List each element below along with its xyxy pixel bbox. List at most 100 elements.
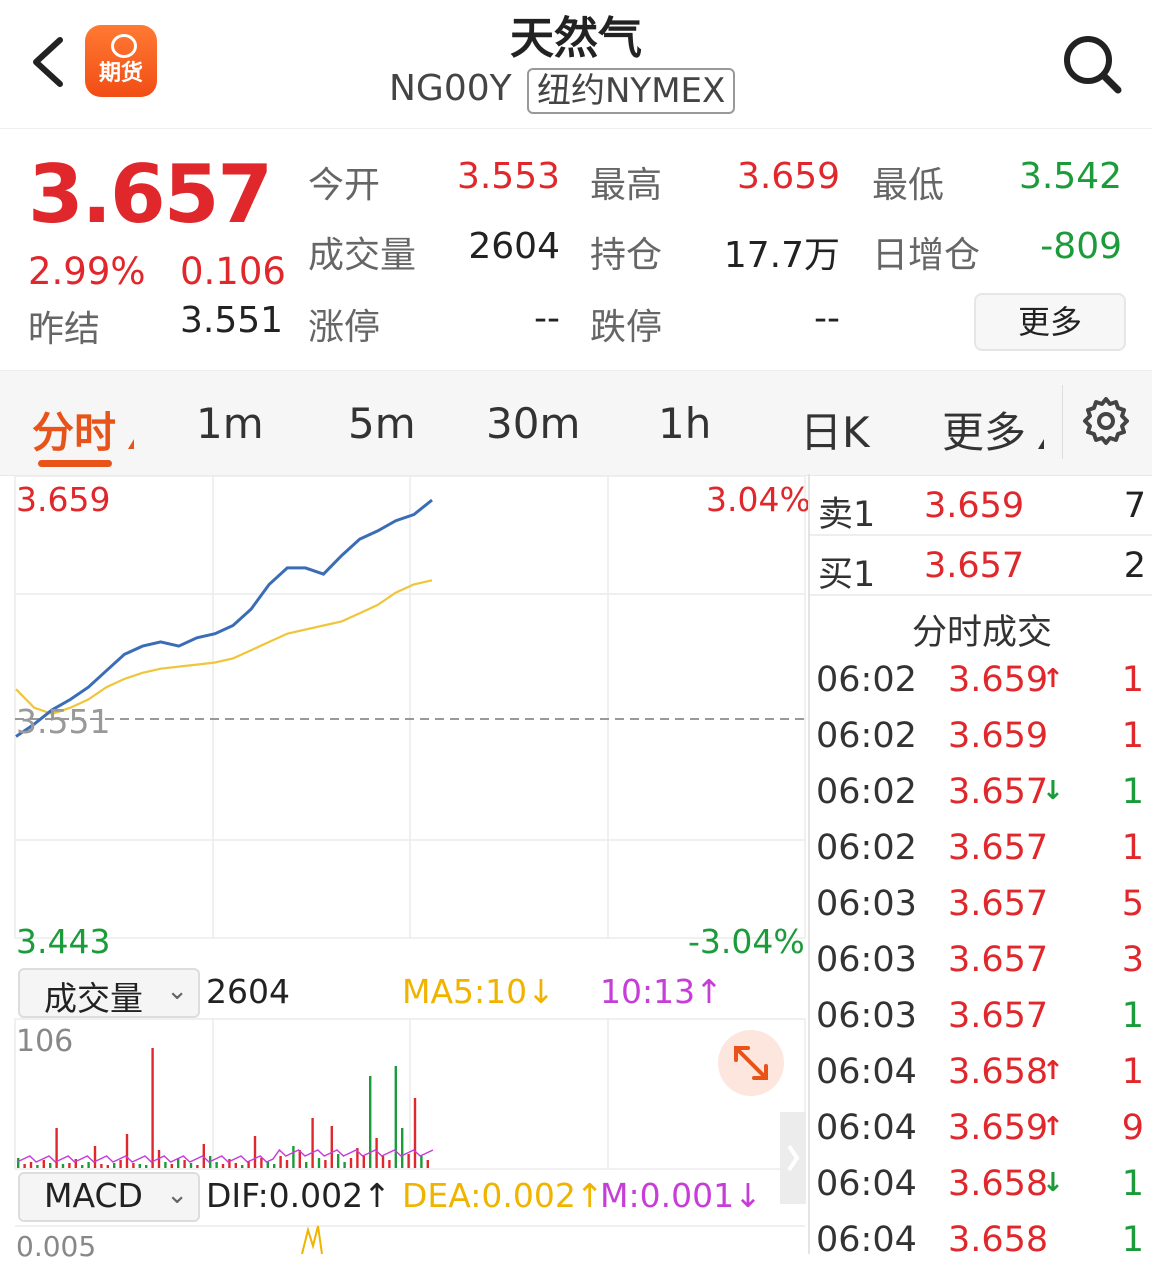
bid-price: 3.657 <box>924 546 1025 586</box>
tab-30m[interactable]: 30m <box>486 399 581 448</box>
volume-bar <box>177 1158 180 1168</box>
pct-axis-bottom-label: -3.04% <box>688 922 805 961</box>
trade-volume: 9 <box>1121 1108 1144 1148</box>
volume-total: 2604 <box>206 972 290 1011</box>
trade-price: 3.659 <box>948 1108 1049 1148</box>
search-icon[interactable] <box>1062 34 1122 94</box>
volume-bar <box>247 1161 250 1168</box>
trade-volume: 1 <box>1121 1052 1144 1092</box>
tab-1m[interactable]: 1m <box>196 399 264 448</box>
volume-bar <box>215 1162 218 1168</box>
volume-value: 2604 <box>468 226 560 267</box>
volume-bar <box>394 1066 397 1168</box>
bid-volume: 2 <box>1123 546 1146 586</box>
trade-volume: 1 <box>1121 996 1144 1036</box>
volume-bar <box>266 1162 269 1168</box>
tab-5m[interactable]: 5m <box>348 399 416 448</box>
volume-ma-line <box>16 1148 434 1163</box>
app-logo[interactable]: 期货 <box>85 25 157 97</box>
trade-time: 06:02 <box>816 828 917 868</box>
trade-volume: 1 <box>1121 716 1144 756</box>
volume-bar <box>189 1163 193 1168</box>
macd-indicator-select[interactable]: MACD ⌄ <box>18 1172 200 1222</box>
average-price-line <box>15 579 433 716</box>
trade-time: 06:02 <box>816 716 917 756</box>
high-value: 3.659 <box>736 156 840 197</box>
volume-bar <box>196 1165 199 1168</box>
volume-bar <box>228 1159 231 1168</box>
trade-row: 06:04 3.658 ↓ 1 <box>810 1160 1152 1216</box>
trade-row: 06:04 3.658 1 <box>810 1216 1152 1272</box>
ask-volume: 7 <box>1123 486 1146 526</box>
change-percent: 2.99% <box>28 250 146 293</box>
volume-bar <box>234 1163 237 1168</box>
exchange-badge: 纽约NYMEX <box>527 68 736 114</box>
order-book-panel: 卖1 3.659 7 买1 3.657 2 分时成交 06:02 3.659 ↑ 1 0… <box>808 474 1152 1260</box>
volume-bar <box>343 1162 346 1168</box>
trade-row: 06:03 3.657 3 <box>810 936 1152 992</box>
prev-settle-value: 3.551 <box>180 300 284 341</box>
volume-bar <box>337 1154 340 1168</box>
macd-indicator-label: MACD <box>44 1176 143 1215</box>
macd-dea-value: DEA:0.002↑ <box>402 1176 604 1215</box>
intraday-chart[interactable] <box>0 474 808 1254</box>
page-title: 天然气 <box>510 13 642 64</box>
volume-bar <box>273 1164 276 1168</box>
tab-more-dropdown-icon <box>1038 439 1044 449</box>
header-bar: 期货 天然气 NG00Y 纽约NYMEX <box>0 0 1152 129</box>
back-arrow-icon[interactable] <box>28 34 68 90</box>
volume-bar <box>311 1118 314 1168</box>
trade-price: 3.658 <box>948 1052 1049 1092</box>
y-axis-mid-label: 3.551 <box>16 702 111 741</box>
last-price: 3.657 <box>28 148 273 241</box>
period-tab-bar: 分时 1m 5m 30m 1h 日K 更多 <box>0 370 1152 476</box>
volume-bar <box>356 1148 359 1168</box>
settings-gear-icon[interactable] <box>1082 396 1130 446</box>
volume-bar <box>36 1165 39 1168</box>
volume-bar <box>164 1162 167 1168</box>
tab-more[interactable]: 更多 <box>942 408 1027 457</box>
volume-bar <box>125 1134 129 1168</box>
volume-bar <box>349 1158 353 1168</box>
trade-time: 06:04 <box>816 1052 917 1092</box>
tab-intraday[interactable]: 分时 <box>32 408 117 457</box>
change-amount: 0.106 <box>180 250 286 293</box>
volume-bar <box>253 1136 257 1168</box>
trade-time: 06:02 <box>816 660 917 700</box>
tab-1h[interactable]: 1h <box>658 399 712 448</box>
volume-indicator-select[interactable]: 成交量 ⌄ <box>18 968 200 1018</box>
volume-bar <box>401 1128 404 1168</box>
volume-bar <box>426 1160 429 1168</box>
trade-direction-icon: ↑ <box>1042 664 1064 694</box>
trade-row: 06:02 3.657 ↓ 1 <box>810 768 1152 824</box>
trade-time: 06:03 <box>816 884 917 924</box>
chevron-right-icon <box>787 1144 800 1172</box>
volume-bar <box>292 1146 295 1168</box>
trade-time: 06:04 <box>816 1220 917 1260</box>
volume-bar <box>388 1160 391 1168</box>
volume-bar <box>202 1144 205 1168</box>
volume-bar <box>381 1156 385 1168</box>
trade-time: 06:02 <box>816 772 917 812</box>
expand-chart-button[interactable] <box>718 1030 784 1096</box>
contract-code: NG00Y <box>389 68 512 109</box>
side-panel-handle[interactable] <box>780 1112 806 1204</box>
macd-peak <box>301 1225 323 1254</box>
chevron-down-icon: ⌄ <box>166 976 188 1006</box>
trade-price: 3.659 <box>948 716 1049 756</box>
trade-price: 3.658 <box>948 1220 1049 1260</box>
volume-bar <box>324 1160 327 1168</box>
volume-bar <box>138 1164 141 1168</box>
expand-arrows-icon <box>734 1046 768 1080</box>
trade-price: 3.657 <box>948 996 1049 1036</box>
chart-grid <box>14 475 806 1227</box>
prev-settle-label: 昨结 <box>28 309 101 350</box>
tab-daily-k[interactable]: 日K <box>800 408 870 457</box>
more-quote-button[interactable]: 更多 <box>974 293 1126 351</box>
volume-bar <box>145 1165 148 1168</box>
trade-row: 06:04 3.659 ↑ 9 <box>810 1104 1152 1160</box>
volume-bar <box>260 1158 263 1168</box>
open-value: 3.553 <box>456 156 560 197</box>
trade-time: 06:04 <box>816 1108 917 1148</box>
trade-time: 06:03 <box>816 940 917 980</box>
